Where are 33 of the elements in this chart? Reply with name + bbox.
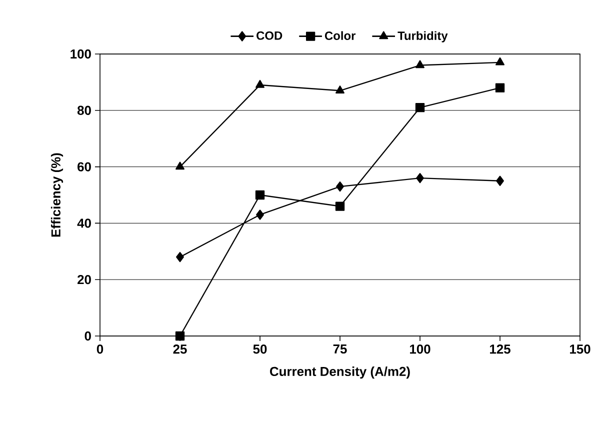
y-tick-label: 40 [77,218,91,228]
y-tick-label: 100 [70,49,91,59]
x-tick-label: 75 [333,344,347,354]
point [496,57,504,66]
legend-label: COD [256,31,282,40]
legend-label: Color [324,31,356,40]
point [176,252,184,262]
y-axis-title: Efficiency (%) [50,153,64,237]
x-axis-title: Current Density (A/m2) [270,366,410,379]
point [335,202,345,211]
point [256,80,264,88]
y-tick-label: 20 [78,275,91,284]
point [175,331,185,341]
x-tick-label: 150 [570,344,590,354]
point [255,190,265,200]
x-tick-label: 125 [490,344,510,354]
x-tick-label: 25 [173,344,187,354]
point [176,162,184,170]
x-tick-label: 0 [96,344,104,354]
y-tick-label: 80 [77,106,91,115]
y-tick-label: 0 [84,331,91,341]
x-tick-label: 50 [253,344,267,354]
y-tick-label: 60 [78,162,91,172]
x-tick-label: 100 [410,344,430,354]
point [416,172,424,184]
legend-label: Turbidity [398,31,448,42]
point [416,60,424,68]
point [495,83,505,92]
point [336,86,344,94]
point [415,102,425,112]
point [256,210,264,220]
point [496,176,504,186]
point [336,181,344,192]
